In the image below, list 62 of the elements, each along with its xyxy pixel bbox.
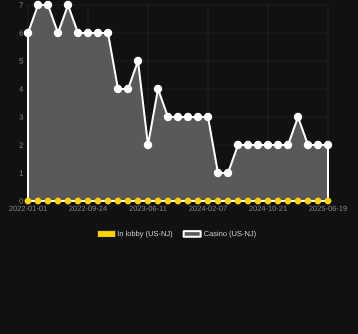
point: [94, 198, 102, 204]
point: [144, 198, 152, 204]
point: [54, 28, 62, 38]
point: [134, 56, 142, 66]
point: [24, 28, 32, 38]
point: [114, 84, 122, 94]
point: [34, 0, 42, 10]
point: [74, 28, 82, 38]
point: [214, 198, 222, 204]
point: [264, 198, 272, 204]
point: [294, 198, 302, 204]
point: [104, 198, 112, 204]
point: [104, 28, 112, 38]
point: [134, 198, 142, 204]
point: [34, 198, 42, 204]
point: [184, 112, 192, 122]
point: [254, 198, 262, 204]
point: [144, 140, 152, 150]
point: [164, 198, 172, 204]
point: [174, 112, 182, 122]
point: [254, 140, 262, 150]
point: [304, 140, 312, 150]
point: [274, 140, 282, 150]
point: [164, 112, 172, 122]
point: [234, 198, 242, 204]
point: [324, 198, 332, 204]
point: [184, 198, 192, 204]
point: [244, 140, 252, 150]
point: [44, 0, 52, 10]
point: [94, 28, 102, 38]
point: [194, 112, 202, 122]
point: [234, 140, 242, 150]
point: [224, 198, 232, 204]
point: [54, 198, 62, 204]
point: [174, 198, 182, 204]
point: [24, 198, 32, 204]
point: [304, 198, 312, 204]
point: [324, 140, 332, 150]
point: [74, 198, 82, 204]
point: [124, 84, 132, 94]
point: [224, 168, 232, 178]
point: [84, 28, 92, 38]
point: [264, 140, 272, 150]
point: [274, 198, 282, 204]
point: [64, 198, 72, 204]
point: [194, 198, 202, 204]
point: [314, 198, 322, 204]
point: [204, 198, 212, 204]
point: [64, 0, 72, 10]
point: [114, 198, 122, 204]
point: [314, 140, 322, 150]
point: [154, 198, 162, 204]
point: [294, 112, 302, 122]
point: [154, 84, 162, 94]
point: [84, 198, 92, 204]
point: [124, 198, 132, 204]
point: [214, 168, 222, 178]
point: [204, 112, 212, 122]
point: [44, 198, 52, 204]
point: [284, 198, 292, 204]
point: [284, 140, 292, 150]
point: [244, 198, 252, 204]
